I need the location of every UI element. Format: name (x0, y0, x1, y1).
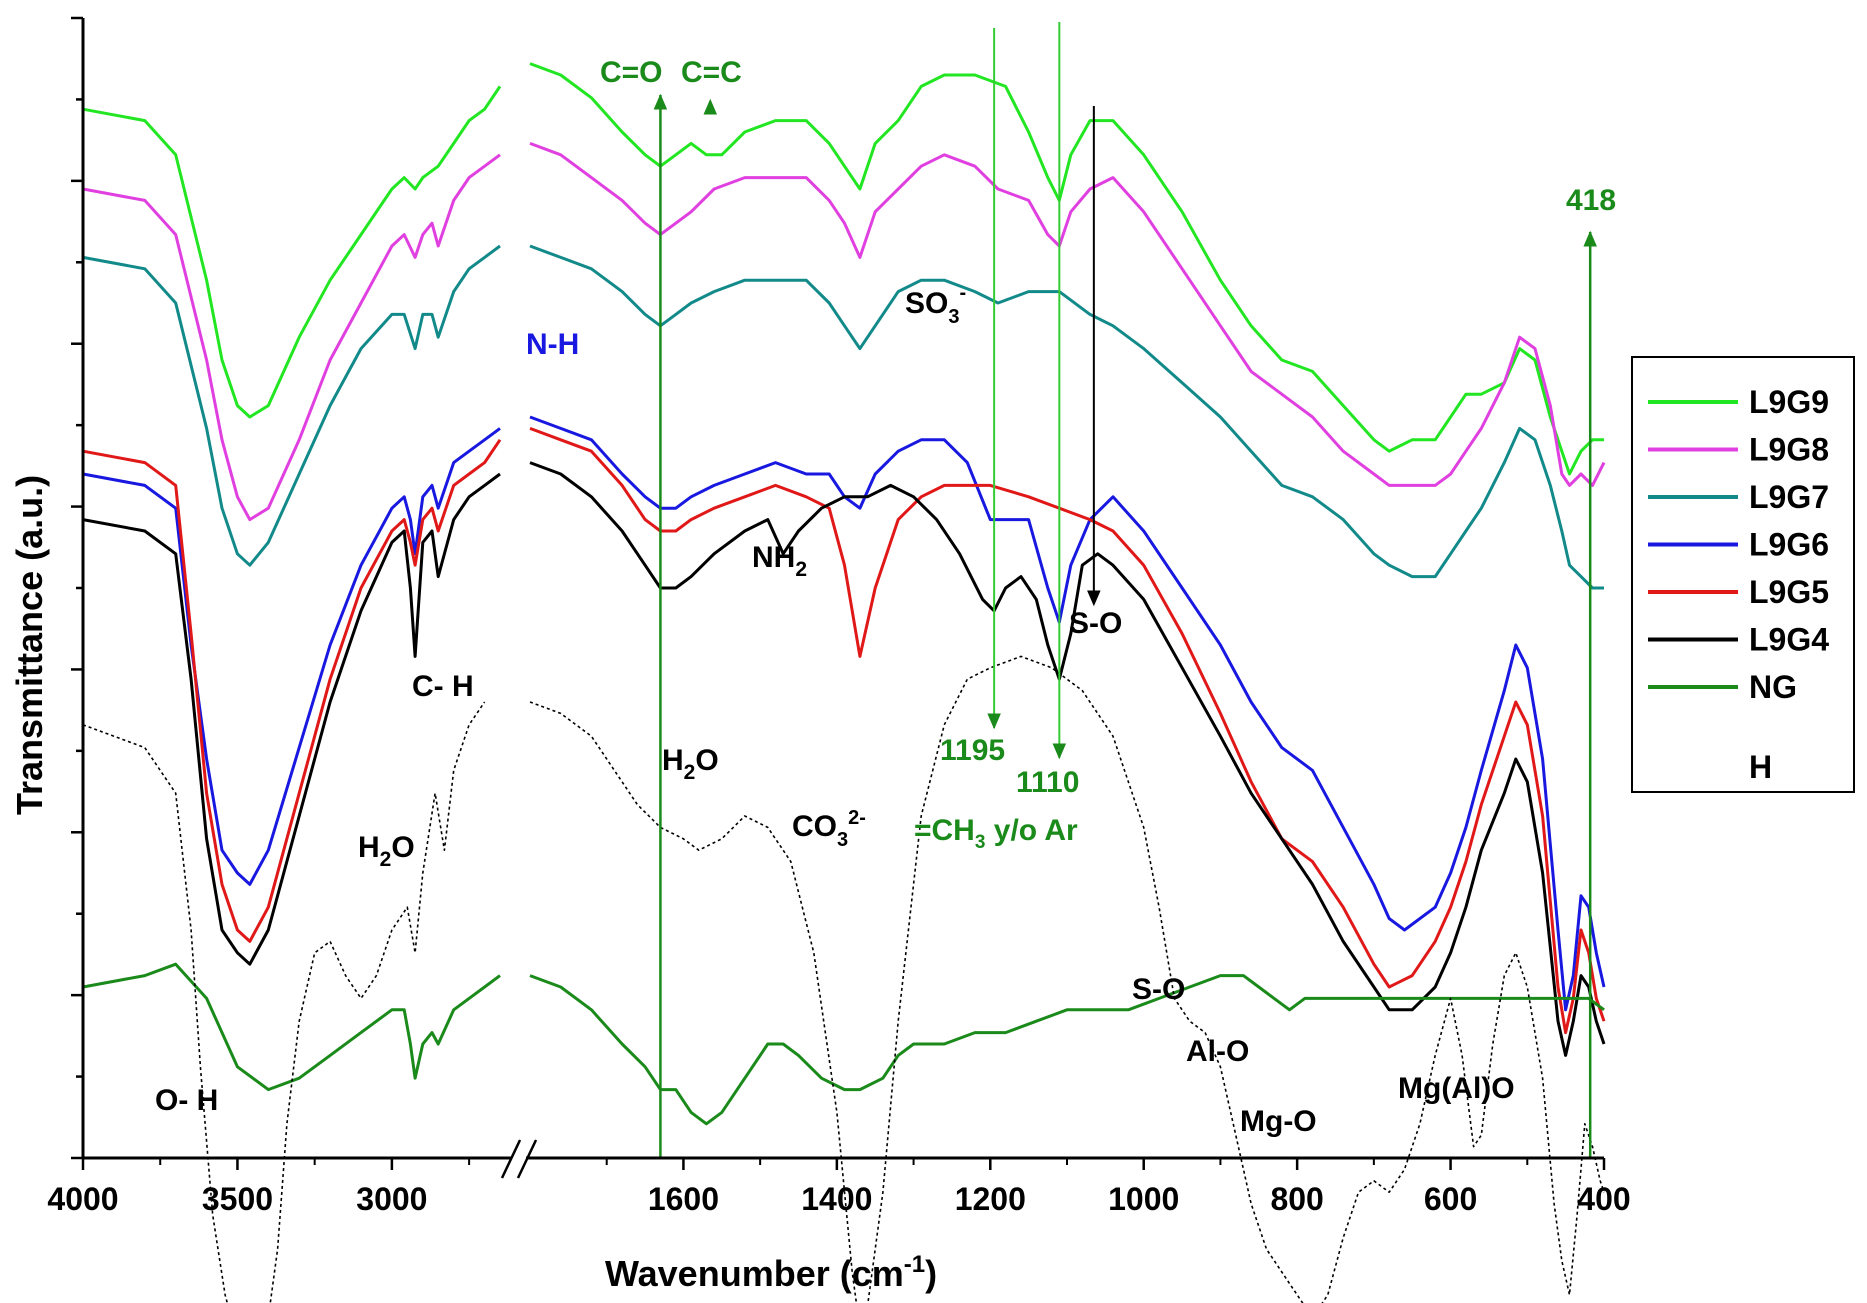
axis-layer: 4000 3500 3000 1600 1400 1200 1000 800 600 400 (47, 16, 1631, 1217)
x-tick-label: 3000 (356, 1181, 427, 1217)
legend-label-l9g4: L9G4 (1749, 622, 1829, 658)
guide-arrow-418 (1583, 230, 1597, 247)
x-tick-label: 800 (1270, 1181, 1323, 1217)
annotation-n-h: N-H (526, 328, 579, 361)
guide-arrow-1110 (1052, 743, 1067, 760)
x-axis-title-text: Wavenumber (cm (605, 1253, 904, 1294)
x-tick-label: 1600 (648, 1181, 719, 1217)
guide-arrow-1630 (653, 93, 668, 110)
y-axis-title: Transmittance (a.u.) (9, 475, 50, 815)
annotation-so3-text: SO (905, 287, 948, 320)
annotation-co3-sup: 2- (848, 807, 866, 829)
x-axis-title: Wavenumber (cm-1) (605, 1251, 937, 1294)
series-line-l9g4-left (82, 472, 501, 966)
x-tick-label: 400 (1577, 1181, 1630, 1217)
axis-break-mark-1 (500, 1139, 522, 1179)
annotation-c-c: C=C (681, 56, 742, 89)
annotation-h2o-mid-text: H (662, 744, 684, 777)
annotation-al-o: Al-O (1186, 1035, 1249, 1068)
legend-label-l9g9: L9G9 (1749, 384, 1829, 420)
annotation-s-o-top: S-O (1069, 607, 1122, 640)
legend-label-l9g8: L9G8 (1749, 432, 1829, 468)
guide-arrow-1065 (1087, 590, 1101, 607)
annotation-1110: 1110 (1016, 766, 1079, 799)
guide-arrow-1195 (987, 713, 1001, 730)
series-line-l9g7-right (529, 244, 1604, 590)
series-line-h-right (529, 655, 1605, 1303)
series-line-l9g5-left (82, 438, 502, 943)
legend-label-l9g6: L9G6 (1749, 527, 1829, 563)
annotation-1195: 1195 (940, 734, 1005, 767)
series-line-l9g9-right (529, 62, 1604, 476)
legend: L9G9 L9G8 L9G7 L9G6 L9G5 L9G4 NG H (1631, 356, 1855, 793)
annotation-418: 418 (1566, 184, 1616, 217)
annotation-co3-sub: 3 (837, 829, 848, 851)
legend-frame (1631, 356, 1855, 793)
legend-label-ng: NG (1749, 669, 1797, 705)
annotation-nh2-sub: 2 (795, 558, 807, 581)
annotations: C=O C=C N-H SO3- C- H NH2 S-O H2O H2O CO… (155, 56, 1616, 1138)
annotation-ch3-tail: y/o Ar (985, 814, 1078, 847)
annotation-c-o: C=O (600, 56, 663, 89)
annotation-o-h: O- H (155, 1084, 218, 1117)
annotation-s-o-bottom: S-O (1132, 973, 1185, 1006)
guide-layer (653, 22, 1597, 1158)
series-line-l9g6-left (82, 427, 501, 886)
x-tick-label: 1400 (801, 1181, 872, 1217)
annotation-so3: SO3- (905, 282, 966, 328)
annotation-nh2: NH2 (752, 541, 807, 581)
annotation-h2o-left-sub: 2 (380, 848, 392, 871)
annotation-mgalo: Mg(Al)O (1398, 1072, 1515, 1105)
series-line-l9g8-left (82, 153, 501, 522)
series-line-ng-left (82, 962, 501, 1092)
annotation-h2o-left-tail: O (391, 831, 414, 864)
legend-label-l9g5: L9G5 (1749, 574, 1829, 610)
annotation-c-h: C- H (412, 670, 474, 703)
guide-arrow-1565 (703, 98, 718, 115)
series-line-l9g9-left (82, 85, 502, 419)
annotation-co3-text: CO (792, 810, 837, 843)
x-tick-label: 600 (1424, 1181, 1477, 1217)
annotation-h2o-mid-tail: O (695, 744, 718, 777)
series-line-h-left (82, 701, 486, 1303)
x-tick-label: 1200 (955, 1181, 1026, 1217)
series-line-l9g4-right (529, 461, 1606, 1057)
annotation-nh2-text: NH (752, 541, 795, 574)
x-axis-title-sup: -1 (904, 1251, 925, 1278)
x-tick-label: 1000 (1108, 1181, 1179, 1217)
x-tick-label: 4000 (47, 1181, 118, 1217)
legend-items: L9G9 L9G8 L9G7 L9G6 L9G5 L9G4 NG (1648, 384, 1829, 705)
annotation-mg-o: Mg-O (1240, 1105, 1317, 1138)
annotation-so3-sub: 3 (948, 306, 959, 328)
annotation-ch3: =CH3 y/o Ar (914, 814, 1078, 853)
series-line-l9g5-right (529, 426, 1606, 1035)
annotation-so3-sup: - (959, 282, 966, 304)
series-line-ng-right (529, 974, 1605, 1126)
annotation-h2o-left: H2O (358, 831, 415, 871)
annotation-ch3-text: =CH (914, 814, 975, 847)
series-line-l9g8-right (529, 141, 1606, 487)
legend-extra-label: H (1749, 749, 1772, 785)
x-tick-label: 3500 (202, 1181, 273, 1217)
annotation-h2o-mid-sub: 2 (684, 761, 696, 784)
x-axis-title-close: ) (925, 1253, 937, 1294)
annotation-ch3-sub: 3 (975, 832, 986, 853)
legend-label-l9g7: L9G7 (1749, 479, 1829, 515)
series-layer (82, 62, 1606, 1303)
series-line-l9g7-left (82, 244, 501, 567)
annotation-h2o-left-text: H (358, 831, 380, 864)
annotation-co3: CO32- (792, 807, 866, 851)
annotation-h2o-mid: H2O (662, 744, 719, 784)
axis-break-mark-2 (516, 1139, 538, 1179)
